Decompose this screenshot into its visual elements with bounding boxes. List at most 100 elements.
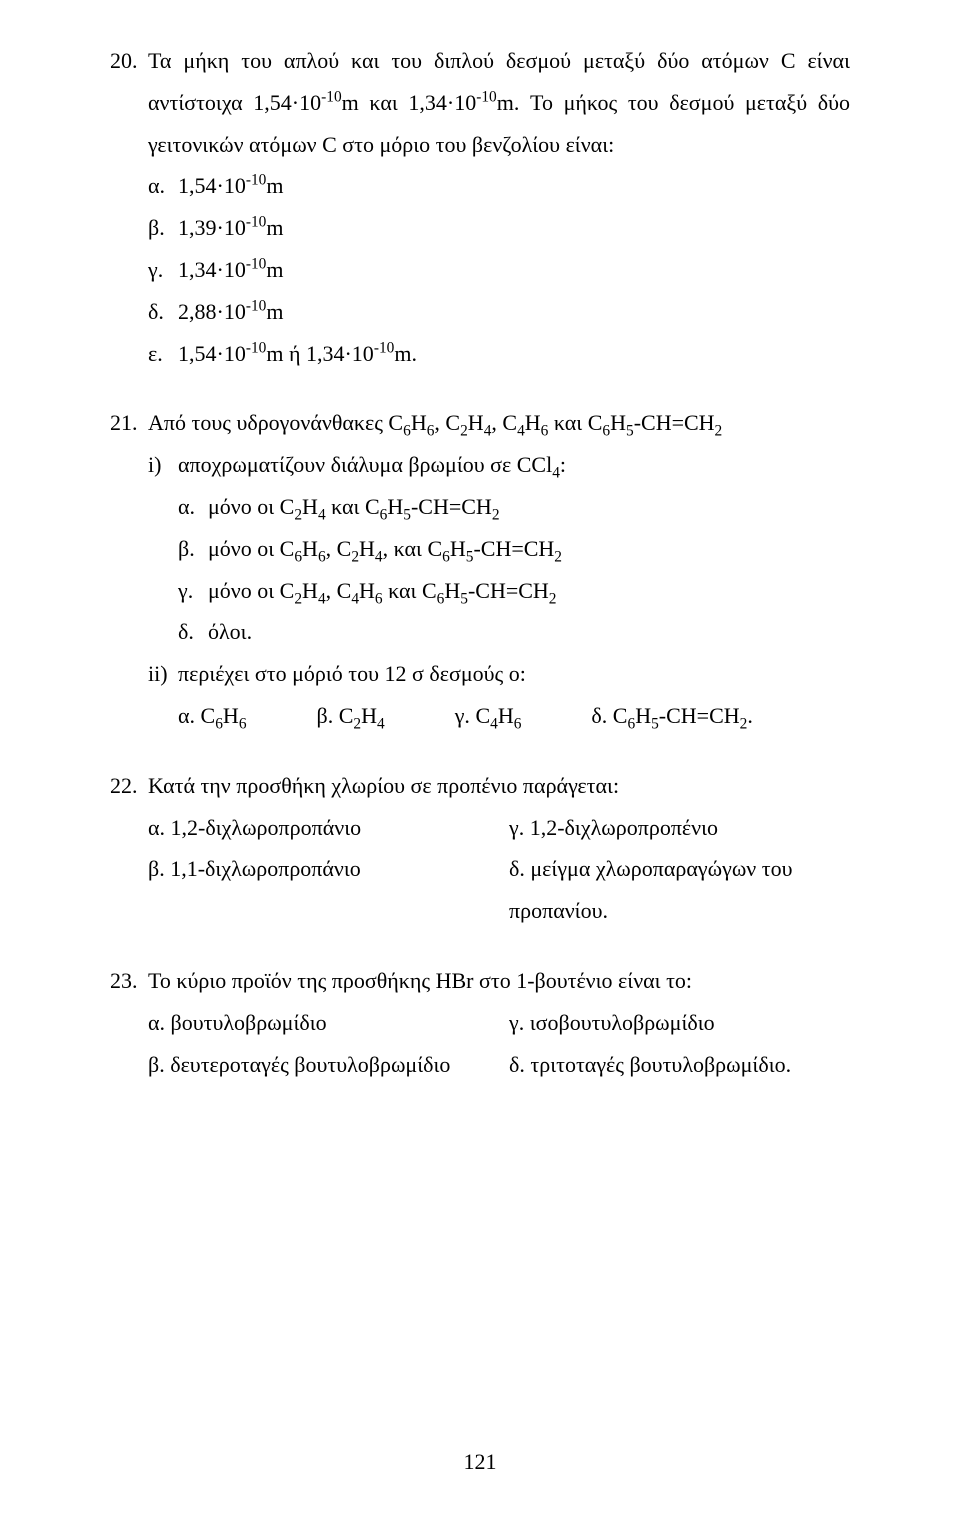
option-label: α. (148, 165, 178, 207)
text-span: 1,34·10 (178, 257, 246, 282)
subpart-label: i) (148, 444, 178, 486)
subpart-i-options: α. μόνο οι C2H4 και C6H5-CH=CH2 β. μόνο … (178, 486, 850, 653)
option-text: όλοι. (208, 611, 850, 653)
text-span: 1,39·10 (178, 215, 246, 240)
question-20: 20. Τα μήκη του απλού και του διπλού δεσ… (110, 40, 850, 374)
option-text: 1,54·10-10m (178, 165, 850, 207)
option-label: ε. (148, 333, 178, 375)
superscript: -10 (476, 88, 497, 105)
option-e: ε. 1,54·10-10m ή 1,34·10-10m. (148, 333, 850, 375)
option-label: α. (178, 486, 208, 528)
question-21: 21. Από τους υδρογονάνθακες C6H6, C2H4, … (110, 402, 850, 736)
question-stem: 20. Τα μήκη του απλού και του διπλού δεσ… (110, 40, 850, 165)
option-a: α. 1,2-διχλωροπροπάνιο (148, 807, 489, 849)
question-stem: 21. Από τους υδρογονάνθακες C6H6, C2H4, … (110, 402, 850, 444)
question-number: 21. (110, 402, 148, 444)
option-a: α. C6H6 (178, 695, 247, 737)
option-c: γ. 1,2-διχλωροπροπένιο (509, 807, 850, 849)
option-text: 1,2-διχλωροπροπάνιο (171, 815, 362, 840)
question-text: Κατά την προσθήκη χλωρίου σε προπένιο πα… (148, 765, 850, 807)
option-a: α. μόνο οι C2H4 και C6H5-CH=CH2 (178, 486, 850, 528)
option-text: τριτοταγές βουτυλοβρωμίδιο. (530, 1052, 791, 1077)
subscript: 6 (602, 423, 610, 440)
option-d: δ. όλοι. (178, 611, 850, 653)
option-a: α. βουτυλοβρωμίδιο (148, 1002, 489, 1044)
option-text: ισοβουτυλοβρωμίδιο (530, 1010, 715, 1035)
option-d: δ. 2,88·10-10m (148, 291, 850, 333)
option-text: μόνο οι C2H4 και C6H5-CH=CH2 (208, 486, 850, 528)
option-c: γ. 1,34·10-10m (148, 249, 850, 291)
option-label: β. (148, 207, 178, 249)
option-text: 1,2-διχλωροπροπένιο (530, 815, 718, 840)
option-c: γ. μόνο οι C2H4, C4H6 και C6H5-CH=CH2 (178, 570, 850, 612)
option-label: γ. (178, 570, 208, 612)
superscript: -10 (246, 214, 267, 231)
subpart-i: i) αποχρωματίζουν διάλυμα βρωμίου σε CCl… (148, 444, 850, 486)
option-label: γ. (455, 703, 470, 728)
option-label: γ. (509, 815, 524, 840)
subscript: 2 (715, 423, 723, 440)
text-span: -CH=CH (634, 410, 715, 435)
question-23: 23. Το κύριο προϊόν της προσθήκης HBr στ… (110, 960, 850, 1085)
superscript: -10 (246, 256, 267, 273)
option-label: β. (148, 856, 165, 881)
option-label: δ. (148, 291, 178, 333)
option-text: 1,39·10-10m (178, 207, 850, 249)
question-text: Από τους υδρογονάνθακες C6H6, C2H4, C4H6… (148, 402, 850, 444)
question-stem: 23. Το κύριο προϊόν της προσθήκης HBr στ… (110, 960, 850, 1002)
option-label: δ. (591, 703, 607, 728)
subpart-ii: ii) περιέχει στο μόριό του 12 σ δεσμούς … (148, 653, 850, 695)
option-b: β. δευτεροταγές βουτυλοβρωμίδιο (148, 1044, 489, 1086)
text-span: m. (394, 341, 417, 366)
option-d: δ. C6H5-CH=CH2. (591, 695, 752, 737)
text-span: αποχρωματίζουν διάλυμα βρωμίου σε CCl (178, 452, 552, 477)
option-d: δ. τριτοταγές βουτυλοβρωμίδιο. (509, 1044, 850, 1086)
text-span: H (468, 410, 484, 435)
option-label: α. (178, 703, 195, 728)
text-span: , C (491, 410, 517, 435)
option-text: 1,34·10-10m (178, 249, 850, 291)
option-list: α. 1,54·10-10m β. 1,39·10-10m γ. 1,34·10… (148, 165, 850, 374)
option-c: γ. ισοβουτυλοβρωμίδιο (509, 1002, 850, 1044)
option-text: μόνο οι C2H4, C4H6 και C6H5-CH=CH2 (208, 570, 850, 612)
text-span: m και 1,34·10 (342, 90, 477, 115)
text-span: 1,54·10 (178, 173, 246, 198)
option-b: β. μόνο οι C6H6, C2H4, και C6H5-CH=CH2 (178, 528, 850, 570)
text-span: m (266, 173, 283, 198)
superscript: -10 (246, 339, 267, 356)
text-span: m ή 1,34·10 (266, 341, 373, 366)
subscript: 4 (552, 465, 560, 482)
option-label: β. (317, 703, 334, 728)
option-b: β. 1,1-διχλωροπροπάνιο (148, 848, 489, 932)
text-span: και C (548, 410, 602, 435)
option-label: β. (148, 1052, 165, 1077)
subpart-text: αποχρωματίζουν διάλυμα βρωμίου σε CCl4: (178, 444, 850, 486)
option-text: δευτεροταγές βουτυλοβρωμίδιο (170, 1052, 450, 1077)
option-b: β. 1,39·10-10m (148, 207, 850, 249)
option-label: γ. (509, 1010, 524, 1035)
question-22: 22. Κατά την προσθήκη χλωρίου σε προπένι… (110, 765, 850, 932)
superscript: -10 (246, 172, 267, 189)
option-label: δ. (509, 1052, 525, 1077)
option-label: δ. (178, 611, 208, 653)
text-span: H (610, 410, 626, 435)
text-span: 2,88·10 (178, 299, 246, 324)
option-text: 1,1-διχλωροπροπάνιο (170, 856, 361, 881)
text-span: H (411, 410, 427, 435)
subpart-ii-options: α. C6H6 β. C2H4 γ. C4H6 δ. C6H5-CH=CH2. (178, 695, 850, 737)
text-span: m (266, 215, 283, 240)
option-label: δ. (509, 856, 525, 881)
subpart-text: περιέχει στο μόριό του 12 σ δεσμούς ο: (178, 653, 850, 695)
option-label: α. (148, 1010, 165, 1035)
text-span: H (525, 410, 541, 435)
option-text: βουτυλοβρωμίδιο (171, 1010, 327, 1035)
text-span: : (560, 452, 566, 477)
option-b: β. C2H4 (317, 695, 385, 737)
superscript: -10 (374, 339, 395, 356)
question-number: 20. (110, 40, 148, 165)
subpart-label: ii) (148, 653, 178, 695)
subscript: 2 (460, 423, 468, 440)
option-list: α. βουτυλοβρωμίδιο γ. ισοβουτυλοβρωμίδιο… (148, 1002, 850, 1086)
option-list: α. 1,2-διχλωροπροπάνιο γ. 1,2-διχλωροπρο… (148, 807, 850, 932)
option-text: μόνο οι C6H6, C2H4, και C6H5-CH=CH2 (208, 528, 850, 570)
